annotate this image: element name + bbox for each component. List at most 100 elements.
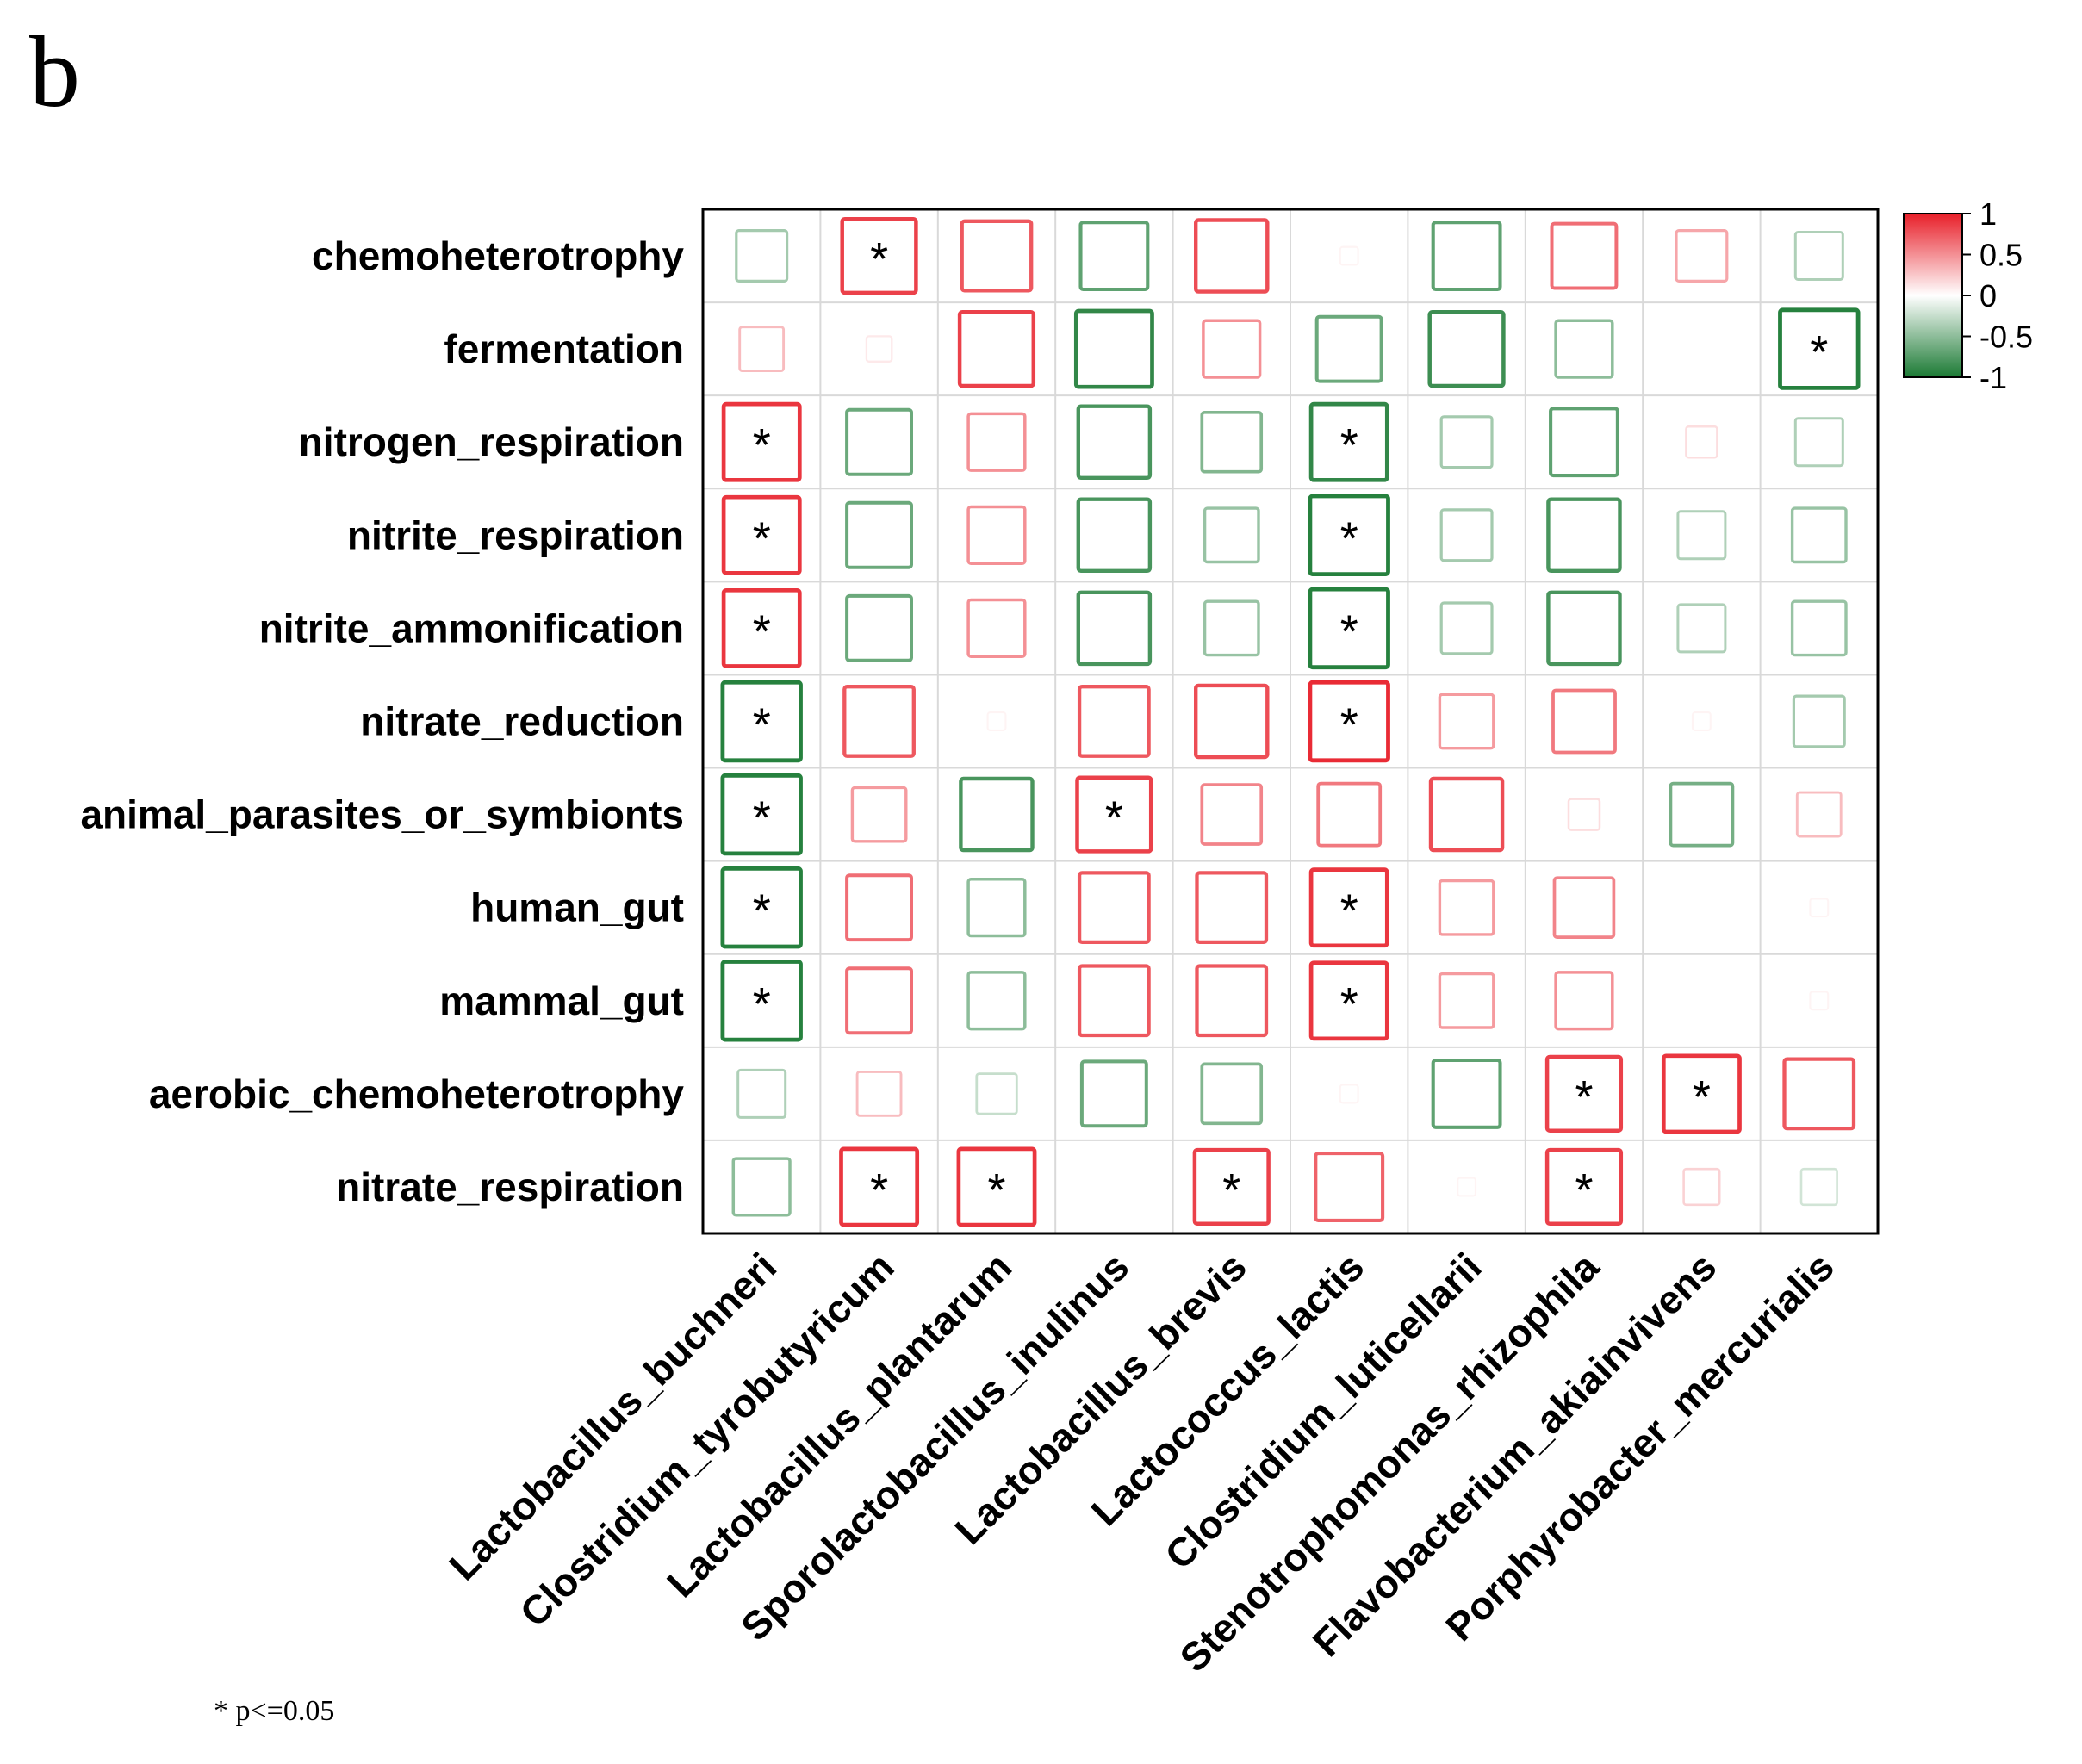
- heatmap-cell: [738, 326, 786, 373]
- heatmap-cell: [1676, 510, 1727, 561]
- heatmap-cell: [1308, 960, 1389, 1041]
- significance-marker: *: [1340, 419, 1358, 471]
- heatmap-cell: [1782, 1057, 1856, 1131]
- heatmap-cell: [1792, 694, 1846, 748]
- heatmap-cell: [1077, 685, 1151, 758]
- heatmap-cell: [1075, 775, 1153, 854]
- row-label: nitrite_respiration: [347, 512, 684, 557]
- heatmap-cell: [1195, 964, 1269, 1038]
- significance-footnote: * p<=0.05: [214, 1695, 335, 1727]
- heatmap-cell: [850, 786, 908, 843]
- heatmap-cell: [1544, 1147, 1624, 1227]
- heatmap-cell: [855, 1070, 903, 1117]
- heatmap-cell: [1076, 590, 1153, 667]
- heatmap-cell: [1567, 798, 1601, 831]
- heatmap-cell: [1438, 693, 1495, 750]
- heatmap-cell: [721, 401, 802, 482]
- significance-marker: *: [1575, 1071, 1593, 1123]
- heatmap-cell: [1546, 590, 1622, 667]
- heatmap-cell: [720, 866, 803, 949]
- heatmap-cell: [845, 500, 913, 569]
- heatmap-cell: [1202, 319, 1262, 379]
- legend-tick-label: 0: [1979, 278, 1997, 314]
- heatmap-cell: [1685, 425, 1718, 459]
- heatmap-cell: [842, 685, 916, 758]
- column-label: Stenotrophomonas_rhizophila: [1171, 1244, 1607, 1680]
- heatmap-cell: [1308, 401, 1389, 482]
- heatmap-cell: [840, 216, 918, 295]
- significance-marker: *: [1222, 1165, 1240, 1216]
- heatmap-cell: [1200, 783, 1264, 846]
- legend-tick-label: -0.5: [1979, 320, 2033, 355]
- heatmap-cell: [1550, 221, 1619, 290]
- heatmap-cell: [1438, 879, 1495, 936]
- heatmap-cell: [1193, 683, 1270, 760]
- heatmap-cell: [1676, 603, 1727, 654]
- heatmap-cells: * * * * * * * * * * * * * * * * * * * * * *: [720, 216, 1861, 1227]
- heatmap-cell: [1790, 599, 1848, 657]
- heatmap-cell: [1314, 1152, 1385, 1222]
- row-label: human_gut: [470, 885, 684, 930]
- heatmap-cell: [1203, 599, 1260, 657]
- heatmap-cell: [1203, 506, 1260, 564]
- legend-tick-label: 1: [1979, 196, 1997, 232]
- heatmap-cell: [845, 873, 913, 942]
- heatmap-cell: [1793, 417, 1844, 468]
- significance-marker: *: [753, 885, 771, 937]
- heatmap-cell: [1076, 404, 1153, 481]
- significance-marker: *: [870, 233, 888, 285]
- heatmap-cell: [1549, 407, 1619, 478]
- heatmap-cell: [960, 219, 1034, 293]
- heatmap-cell: [1308, 494, 1390, 576]
- heatmap-cell: [1308, 587, 1390, 670]
- heatmap-cell: [1073, 308, 1154, 389]
- significance-marker: *: [753, 978, 771, 1030]
- heatmap-cell: [1790, 506, 1848, 564]
- heatmap-cell: [1439, 415, 1494, 469]
- row-label: nitrite_ammonification: [259, 606, 684, 650]
- legend-tick-label: -1: [1979, 360, 2007, 395]
- color-legend: 1 0.5 0 -0.5 -1: [1903, 196, 2033, 395]
- heatmap-cell: [957, 310, 1036, 388]
- significance-marker: *: [1810, 326, 1828, 378]
- heatmap-cell: [966, 878, 1027, 938]
- heatmap-cell: [1314, 314, 1383, 383]
- significance-marker: *: [870, 1165, 888, 1216]
- heatmap-cell: [1661, 1053, 1742, 1134]
- significance-marker: *: [1340, 606, 1358, 657]
- heatmap-cell: [1544, 1054, 1624, 1133]
- heatmap-cell: [1431, 1058, 1502, 1129]
- grid-lines: [703, 209, 1878, 1233]
- row-label: mammal_gut: [439, 978, 684, 1023]
- heatmap-cell: [1195, 871, 1269, 945]
- heatmap-cell: [1691, 711, 1712, 731]
- heatmap-cell: [1308, 867, 1389, 948]
- heatmap-cell: [1079, 1059, 1148, 1128]
- heatmap-cell: [720, 680, 803, 763]
- heatmap-cell: [731, 1157, 792, 1217]
- heatmap-cell: [1431, 220, 1502, 292]
- row-label: nitrate_respiration: [336, 1165, 684, 1209]
- heatmap-cell: [1077, 964, 1151, 1038]
- heatmap-cell: [1439, 601, 1494, 655]
- heatmap-cell: [1078, 220, 1150, 292]
- significance-marker: *: [1340, 885, 1358, 937]
- significance-marker: *: [753, 606, 771, 657]
- heatmap-cell: [1308, 680, 1390, 763]
- heatmap-cell: [1192, 1147, 1271, 1227]
- significance-marker: *: [753, 512, 771, 564]
- heatmap-cell: [956, 1146, 1037, 1227]
- heatmap-cell: [1200, 410, 1264, 474]
- row-label: nitrate_reduction: [360, 699, 684, 744]
- significance-marker: *: [1575, 1165, 1593, 1216]
- heatmap-cell: [1809, 898, 1830, 918]
- row-label: nitrogen_respiration: [299, 419, 684, 464]
- heatmap-cell: [1682, 1167, 1721, 1207]
- legend-tick-label: 0.5: [1979, 238, 2023, 273]
- significance-marker: *: [1105, 792, 1123, 844]
- heatmap-cell: [1438, 972, 1495, 1029]
- heatmap-cell: [1439, 508, 1494, 562]
- heatmap-cell: [1778, 307, 1861, 390]
